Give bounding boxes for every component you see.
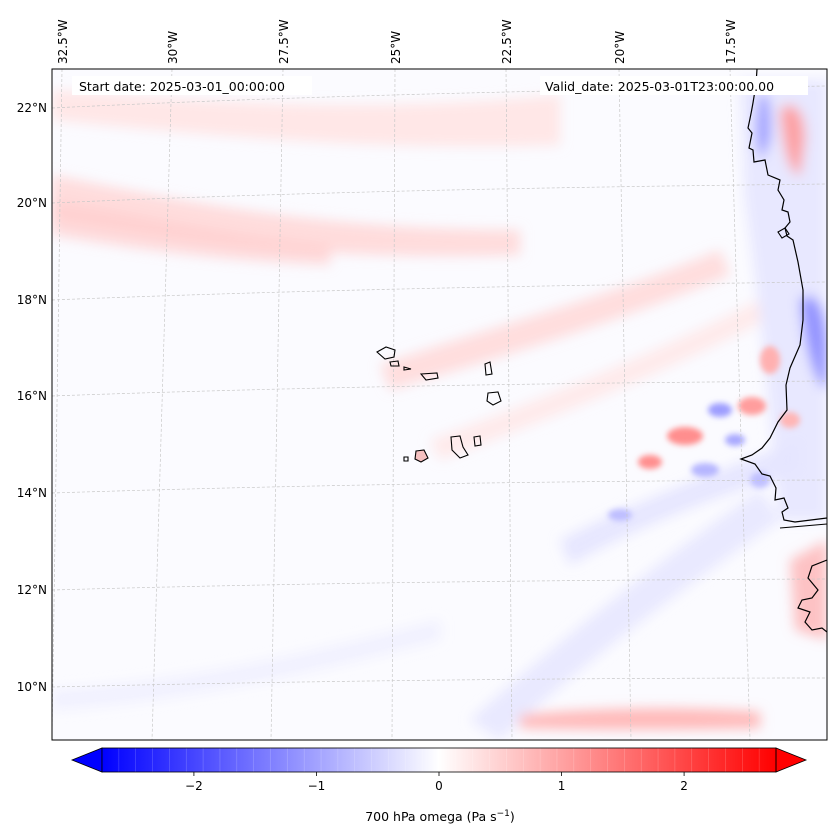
island-santa-luzia: [403, 366, 412, 371]
colorbar-extend-min: [70, 747, 103, 773]
colorbar-tick-label: 1: [558, 779, 566, 793]
lon-label-32.5w: 32.5°W: [56, 19, 70, 64]
map-area: Start date: 2025-03-01_00:00:00 Valid_da…: [52, 69, 827, 740]
omega-field: [52, 80, 827, 740]
lat-label-18n: 18°N: [17, 293, 47, 307]
valid-date-box: [540, 76, 808, 95]
coastline-inlet: [777, 227, 827, 529]
lon-label-22.5w: 22.5°W: [500, 19, 514, 64]
cape-verde-islands: [376, 346, 502, 463]
map-frame: [51, 68, 828, 741]
lat-label-16n: 16°N: [17, 389, 47, 403]
colorbar-tick-label: −1: [308, 779, 326, 793]
lon-label-20w: 20°W: [613, 31, 627, 64]
lon-label-25w: 25°W: [389, 31, 403, 64]
colorbar: −2 −1 0 1 2 700 hPa omega (Pa s−1): [70, 747, 808, 824]
lat-label-14n: 14°N: [17, 486, 47, 500]
lat-label-12n: 12°N: [17, 583, 47, 597]
colorbar-tick-label: −2: [185, 779, 203, 793]
lon-label-30w: 30°W: [166, 31, 180, 64]
island-sao-nicolau: [419, 372, 439, 381]
colorbar-tick-label: 2: [680, 779, 688, 793]
start-date-box: [72, 76, 312, 95]
omega-field-cells: [608, 346, 800, 521]
colorbar-bands: [118, 748, 760, 772]
island-sao-vicente: [389, 360, 400, 367]
island-boa-vista: [486, 391, 502, 406]
graticule: [52, 69, 827, 740]
colorbar-tick-label: 0: [435, 779, 443, 793]
island-fogo: [414, 449, 429, 463]
colorbar-ticks: −2 −1 0 1 2: [185, 772, 688, 793]
island-santiago: [450, 435, 469, 459]
lat-label-20n: 20°N: [17, 196, 47, 210]
lat-label-22n: 22°N: [17, 101, 47, 115]
latitude-labels: 22°N 20°N 18°N 16°N 14°N 12°N 10°N: [17, 101, 47, 694]
island-sal: [484, 361, 493, 376]
island-santo-antao: [376, 346, 396, 360]
start-date-label: Start date: 2025-03-01_00:00:00: [79, 79, 285, 94]
lat-label-10n: 10°N: [17, 680, 47, 694]
island-maio: [473, 435, 482, 447]
colorbar-label: 700 hPa omega (Pa s−1): [365, 809, 515, 824]
valid-date-label: Valid_date: 2025-03-01T23:00:00.00: [545, 79, 774, 94]
lon-label-17.5w: 17.5°W: [724, 19, 738, 64]
colorbar-gradient: [102, 748, 776, 772]
island-brava: [403, 456, 409, 462]
lon-label-27.5w: 27.5°W: [277, 19, 291, 64]
coastline-africa: [739, 69, 827, 633]
colorbar-extend-max: [775, 747, 808, 773]
longitude-labels: 32.5°W 30°W 27.5°W 25°W 22.5°W 20°W 17.5…: [56, 19, 738, 64]
